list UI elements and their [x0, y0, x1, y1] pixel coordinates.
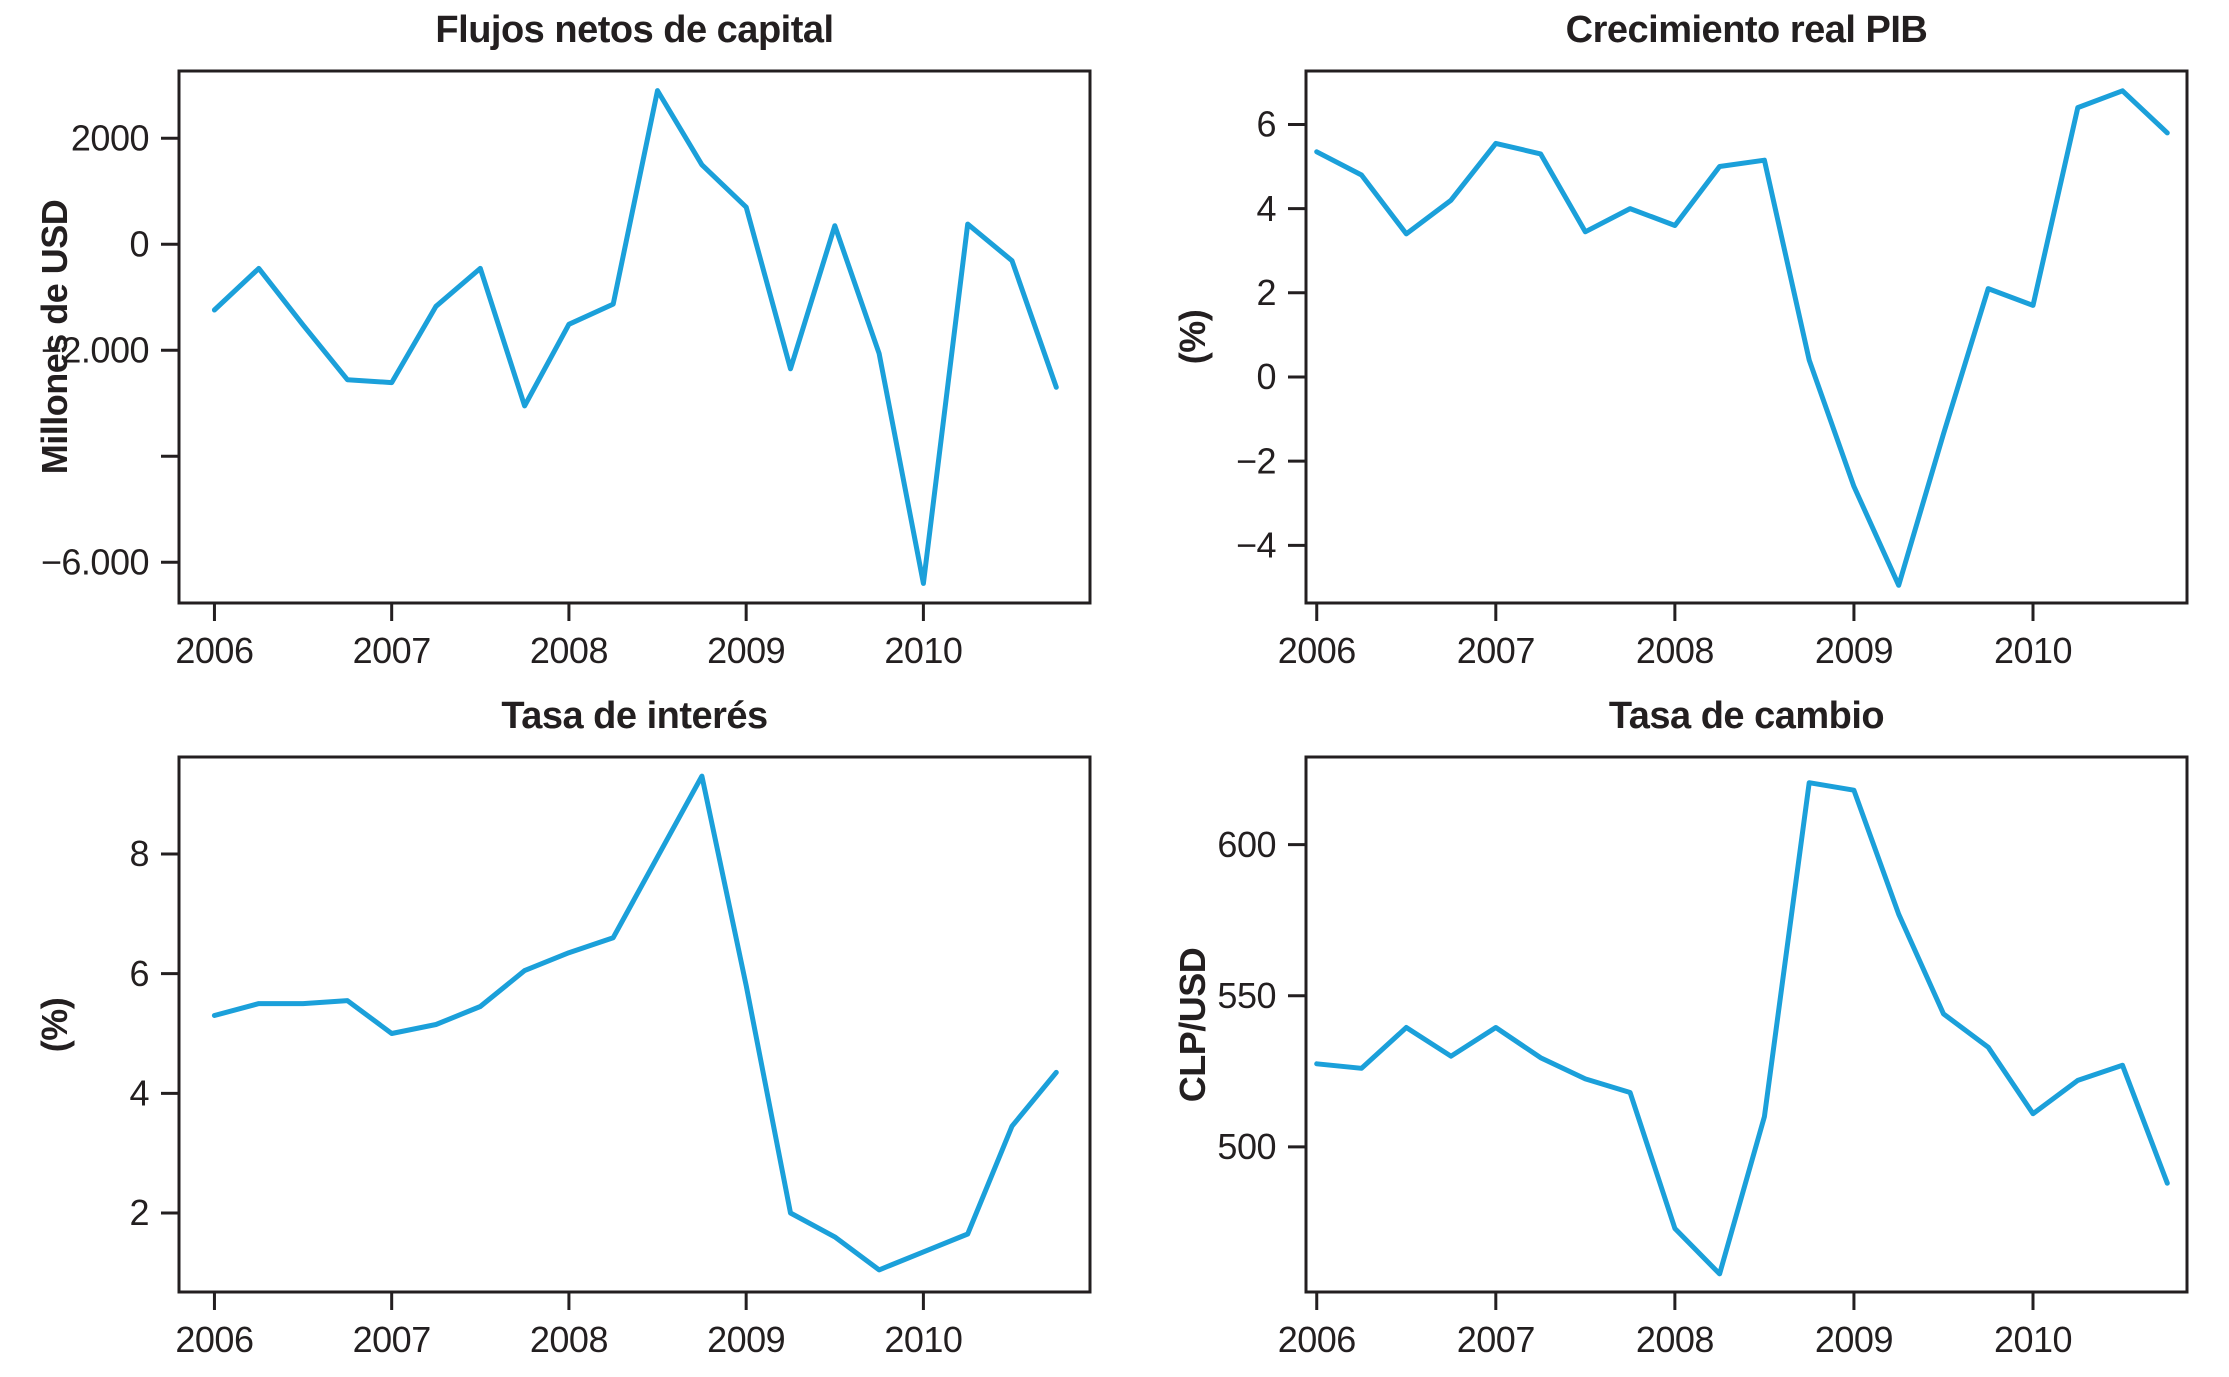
x-tick-label: 2008 [1636, 630, 1714, 671]
x-tick-label: 2007 [353, 1319, 431, 1360]
y-tick-label: 500 [1217, 1126, 1276, 1167]
data-line [211, 88, 1059, 586]
plot-box [177, 69, 1092, 605]
x-tick-label: 2010 [884, 630, 962, 671]
x-tick-label: 2006 [1278, 1319, 1356, 1360]
x-tick-label: 2007 [1457, 630, 1535, 671]
x-tick-label: 2010 [884, 1319, 962, 1360]
chart-title-capital-flows: Flujos netos de capital [435, 9, 834, 51]
y-tick-label: 6 [1256, 104, 1276, 145]
y-axis-title-exchange-rate: CLP/USD [1172, 947, 1213, 1102]
data-line [1314, 88, 2170, 588]
plot-box [177, 755, 1092, 1294]
x-tick-label: 2010 [1994, 1319, 2072, 1360]
y-tick-label: 4 [129, 1073, 149, 1114]
y-tick-label: −2.000 [41, 329, 149, 370]
plot-box [1304, 755, 2189, 1294]
data-line [211, 773, 1059, 1273]
y-tick-label: 2 [129, 1192, 149, 1233]
data-line [1314, 780, 2170, 1277]
x-tick-label: 2009 [1815, 1319, 1893, 1360]
y-tick-label: 2000 [71, 118, 149, 159]
x-tick-label: 2008 [1636, 1319, 1714, 1360]
x-tick-label: 2007 [1457, 1319, 1535, 1360]
y-tick-label: 600 [1217, 824, 1276, 865]
y-tick-label: 4 [1256, 188, 1276, 229]
y-tick-label: 8 [129, 833, 149, 874]
y-tick-label: 0 [129, 224, 149, 265]
y-axis-title-capital-flows: Millones de USD [34, 199, 75, 475]
x-tick-label: 2008 [530, 630, 608, 671]
y-tick-label: 6 [129, 953, 149, 994]
y-tick-label: −2 [1236, 440, 1276, 481]
x-tick-label: 2010 [1994, 630, 2072, 671]
plot-box [1304, 69, 2189, 605]
y-tick-label: 550 [1217, 975, 1276, 1016]
y-tick-label: −6.000 [41, 541, 149, 582]
chart-title-exchange-rate: Tasa de cambio [1608, 695, 1885, 737]
x-tick-label: 2009 [1815, 630, 1893, 671]
chart-title-gdp-growth: Crecimiento real PIB [1565, 9, 1928, 51]
x-tick-label: 2009 [707, 1319, 785, 1360]
x-tick-label: 2006 [175, 1319, 253, 1360]
y-tick-label: −4 [1236, 525, 1276, 566]
x-tick-label: 2009 [707, 630, 785, 671]
x-tick-label: 2006 [1278, 630, 1356, 671]
y-axis-title-interest-rate: (%) [34, 997, 75, 1052]
chart-title-interest-rate: Tasa de interés [501, 695, 768, 737]
x-tick-label: 2006 [175, 630, 253, 671]
x-tick-label: 2008 [530, 1319, 608, 1360]
y-tick-label: 0 [1256, 356, 1276, 397]
x-tick-label: 2007 [353, 630, 431, 671]
y-tick-label: 2 [1256, 272, 1276, 313]
y-axis-title-gdp-growth: (%) [1172, 309, 1213, 365]
